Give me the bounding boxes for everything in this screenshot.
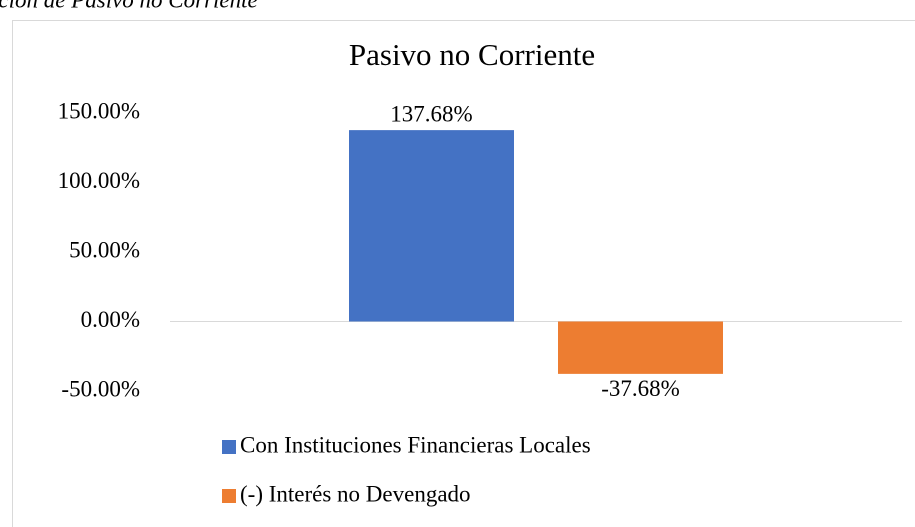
y-tick-label: -50.00% [61, 376, 140, 401]
data-label: 137.68% [390, 101, 472, 126]
data-label: -37.68% [601, 376, 680, 401]
bar [558, 321, 723, 374]
y-tick-label: 150.00% [58, 98, 140, 123]
legend-label: Con Instituciones Financieras Locales [240, 432, 591, 457]
y-tick-label: 50.00% [69, 237, 140, 262]
legend-label: (-) Interés no Devengado [240, 481, 471, 506]
legend-swatch [222, 440, 236, 454]
legend-swatch [222, 489, 236, 503]
y-tick-label: 100.00% [58, 168, 140, 193]
caption: ición de Pasivo no Corriente [0, 0, 258, 12]
bar [349, 130, 514, 322]
chart-title: Pasivo no Corriente [349, 37, 595, 72]
y-tick-label: 0.00% [81, 307, 140, 332]
